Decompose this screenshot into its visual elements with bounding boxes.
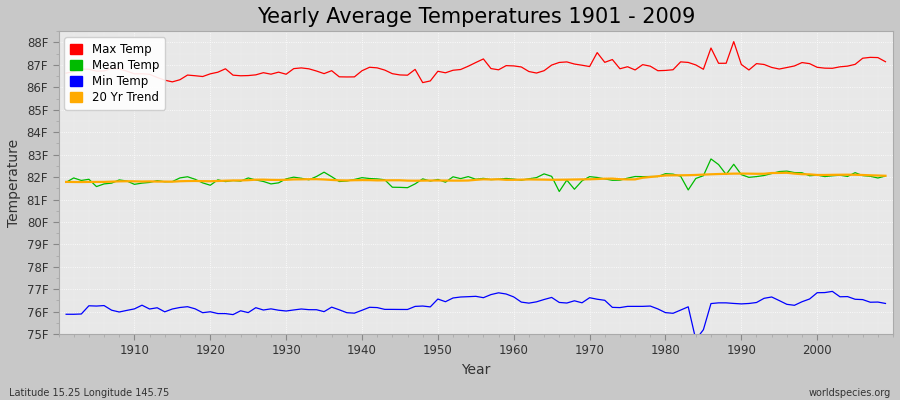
20 Yr Trend	[781, 170, 792, 175]
Min Temp	[60, 312, 71, 317]
Line: Mean Temp: Mean Temp	[66, 159, 886, 192]
Mean Temp	[500, 176, 511, 181]
Max Temp	[728, 39, 739, 44]
Mean Temp	[554, 189, 564, 194]
Line: Min Temp: Min Temp	[66, 291, 886, 340]
Max Temp	[122, 69, 132, 74]
Min Temp	[880, 301, 891, 306]
Max Temp	[516, 64, 526, 69]
Y-axis label: Temperature: Temperature	[7, 139, 21, 227]
20 Yr Trend	[296, 177, 307, 182]
Min Temp	[690, 337, 701, 342]
20 Yr Trend	[508, 178, 519, 182]
Line: Max Temp: Max Temp	[66, 42, 886, 83]
Mean Temp	[607, 178, 617, 183]
Legend: Max Temp, Mean Temp, Min Temp, 20 Yr Trend: Max Temp, Mean Temp, Min Temp, 20 Yr Tre…	[65, 37, 165, 110]
Title: Yearly Average Temperatures 1901 - 2009: Yearly Average Temperatures 1901 - 2009	[256, 7, 695, 27]
Min Temp	[508, 294, 519, 299]
Mean Temp	[122, 179, 132, 184]
X-axis label: Year: Year	[461, 363, 491, 377]
Mean Temp	[880, 174, 891, 178]
Min Temp	[500, 292, 511, 296]
Max Temp	[60, 71, 71, 76]
Max Temp	[418, 80, 428, 85]
Mean Temp	[334, 179, 345, 184]
Max Temp	[880, 59, 891, 64]
Max Temp	[288, 66, 299, 71]
20 Yr Trend	[341, 178, 352, 183]
20 Yr Trend	[76, 180, 86, 184]
Min Temp	[827, 289, 838, 294]
Text: worldspecies.org: worldspecies.org	[809, 388, 891, 398]
Max Temp	[607, 57, 617, 62]
Min Temp	[122, 308, 132, 313]
Max Temp	[508, 64, 519, 68]
20 Yr Trend	[516, 177, 526, 182]
Mean Temp	[508, 177, 519, 182]
Mean Temp	[706, 156, 716, 161]
Min Temp	[334, 307, 345, 312]
20 Yr Trend	[129, 179, 140, 184]
Mean Temp	[288, 175, 299, 180]
Min Temp	[599, 298, 610, 303]
20 Yr Trend	[60, 180, 71, 184]
20 Yr Trend	[607, 176, 617, 181]
Text: Latitude 15.25 Longitude 145.75: Latitude 15.25 Longitude 145.75	[9, 388, 169, 398]
Line: 20 Yr Trend: 20 Yr Trend	[66, 173, 886, 182]
20 Yr Trend	[880, 173, 891, 178]
Max Temp	[334, 74, 345, 79]
Mean Temp	[60, 180, 71, 185]
Min Temp	[288, 308, 299, 312]
